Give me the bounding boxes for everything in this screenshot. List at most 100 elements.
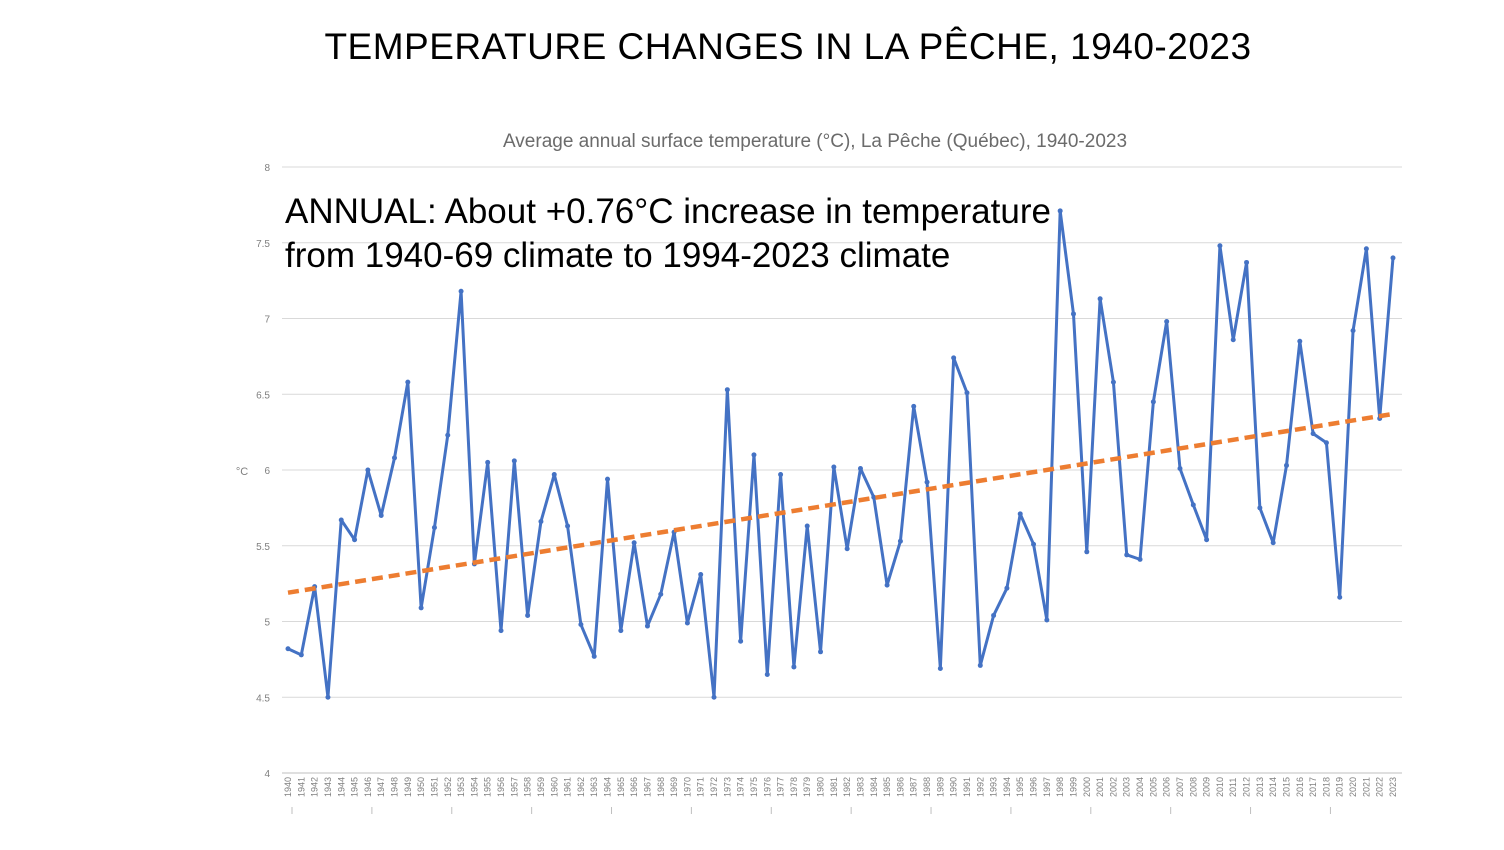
x-tick-label: 2011 — [1228, 778, 1238, 797]
data-point — [1297, 338, 1303, 344]
data-point — [711, 694, 717, 700]
x-tick-label: 1941 — [296, 777, 306, 797]
x-tick-label: 1974 — [736, 777, 746, 797]
data-point — [1190, 502, 1196, 508]
x-tick-label: 1997 — [1042, 777, 1052, 797]
data-point — [511, 458, 517, 464]
x-tick-label: 1961 — [563, 777, 573, 797]
y-tick-label: 7 — [264, 315, 270, 326]
data-point — [365, 467, 371, 473]
x-tick-label: 1999 — [1068, 777, 1078, 797]
data-point — [1337, 594, 1343, 600]
data-point — [778, 472, 784, 478]
x-tick-label: 2010 — [1215, 777, 1225, 797]
annotation-line1: : About +0.76°C increase in temperature — [426, 192, 1051, 231]
data-point — [1310, 431, 1316, 437]
data-point — [804, 523, 810, 529]
data-point — [1031, 541, 1037, 547]
data-point — [285, 646, 291, 652]
data-point — [551, 472, 557, 478]
x-tick-label: 1946 — [363, 777, 373, 797]
data-point — [565, 523, 571, 529]
data-point — [1124, 552, 1130, 558]
x-tick-label: 1940 — [283, 777, 293, 797]
data-point — [1097, 296, 1103, 302]
x-tick-label: 1972 — [709, 777, 719, 797]
data-point — [698, 572, 704, 578]
x-tick-label: 1978 — [789, 777, 799, 797]
x-tick-label: 2007 — [1175, 777, 1185, 797]
x-tick-label: 2009 — [1202, 777, 1212, 797]
data-point — [1323, 440, 1329, 446]
data-point — [1084, 549, 1090, 555]
x-tick-label: 2014 — [1268, 777, 1278, 797]
x-tick-label: 1959 — [536, 777, 546, 797]
data-point — [724, 387, 730, 393]
data-point — [1110, 379, 1116, 385]
x-tick-label: 2005 — [1148, 777, 1158, 797]
x-tick-label: 1968 — [656, 777, 666, 797]
data-point — [871, 494, 877, 500]
data-point — [884, 582, 890, 588]
x-tick-label: 1971 — [696, 777, 706, 797]
data-point — [1204, 537, 1210, 543]
data-point — [631, 540, 637, 546]
x-tick-label: 1981 — [829, 777, 839, 797]
y-tick-label: 8 — [264, 163, 270, 174]
x-tick-label: 1949 — [403, 777, 413, 797]
data-point — [764, 672, 770, 678]
x-tick-label: 1998 — [1055, 777, 1065, 797]
data-point — [658, 591, 664, 597]
data-point — [1270, 540, 1276, 546]
data-point — [1283, 462, 1289, 468]
x-tick-label: 2023 — [1388, 777, 1398, 797]
x-tick-label: 1953 — [456, 777, 466, 797]
x-tick-label: 2008 — [1188, 777, 1198, 797]
x-tick-label: 1970 — [682, 777, 692, 797]
data-point — [485, 459, 491, 465]
x-tick-label: 1991 — [962, 777, 972, 797]
y-axis-label: °C — [236, 466, 248, 478]
data-point — [498, 628, 504, 634]
data-point — [431, 525, 437, 531]
y-tick-label: 5.5 — [256, 542, 270, 553]
x-tick-label: 1993 — [989, 777, 999, 797]
x-tick-label: 2004 — [1135, 777, 1145, 797]
x-tick-label: 2003 — [1122, 777, 1132, 797]
data-point — [618, 628, 624, 634]
x-tick-label: 1966 — [629, 777, 639, 797]
data-point — [644, 623, 650, 629]
x-tick-label: 1977 — [776, 777, 786, 797]
x-tick-label: 1988 — [922, 777, 932, 797]
x-tick-label: 1957 — [509, 777, 519, 797]
data-point — [1350, 328, 1356, 334]
x-tick-label: 1982 — [842, 777, 852, 797]
y-tick-label: 4.5 — [256, 693, 270, 704]
x-tick-label: 2020 — [1348, 777, 1358, 797]
chart-title: Average annual surface temperature (°C),… — [503, 131, 1127, 152]
x-tick-label: 1973 — [722, 777, 732, 797]
x-tick-label: 1979 — [802, 777, 812, 797]
data-point — [418, 605, 424, 611]
data-point — [738, 638, 744, 644]
annual-annotation: ANNUAL: About +0.76°C increase in temper… — [285, 190, 1051, 278]
y-tick-label: 7.5 — [256, 239, 270, 250]
data-point — [1390, 255, 1396, 261]
x-tick-label: 1962 — [576, 777, 586, 797]
x-tick-label: 1987 — [909, 777, 919, 797]
data-point — [1150, 399, 1156, 405]
x-tick-label: 1964 — [603, 777, 613, 797]
data-point — [937, 665, 943, 671]
x-tick-label: 1986 — [895, 777, 905, 797]
data-point — [897, 538, 903, 544]
data-point — [831, 464, 837, 470]
x-tick-label: 2006 — [1162, 777, 1172, 797]
x-tick-label: 1956 — [496, 777, 506, 797]
x-tick-label: 2001 — [1095, 777, 1105, 797]
x-tick-label: 1954 — [469, 777, 479, 797]
x-tick-label: 1951 — [429, 777, 439, 797]
y-tick-label: 4 — [264, 769, 270, 780]
data-point — [1363, 246, 1369, 252]
temperature-series-line — [287, 209, 1395, 699]
data-point — [445, 432, 451, 438]
